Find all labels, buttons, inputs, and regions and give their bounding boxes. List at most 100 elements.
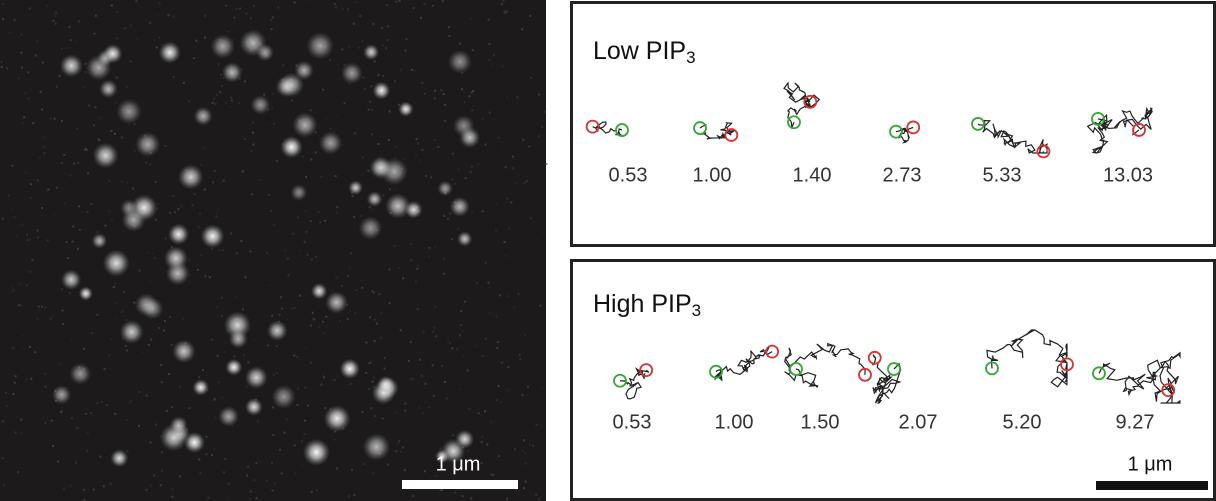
noise (354, 132, 356, 134)
noise (311, 259, 313, 261)
noise (91, 332, 93, 334)
noise (495, 229, 497, 231)
noise (279, 449, 281, 451)
noise (75, 427, 77, 429)
noise (110, 483, 112, 485)
noise (115, 302, 117, 304)
noise (269, 284, 271, 286)
noise (435, 335, 437, 337)
noise (312, 312, 314, 314)
noise (411, 378, 413, 380)
noise (224, 458, 226, 460)
noise (215, 215, 217, 217)
noise (245, 276, 247, 278)
noise (395, 1, 397, 3)
noise (502, 66, 504, 68)
noise (193, 57, 195, 59)
noise (216, 306, 218, 308)
noise (389, 111, 391, 113)
noise (288, 274, 290, 276)
noise (195, 40, 197, 42)
noise (29, 7, 31, 9)
noise (470, 171, 472, 173)
noise (23, 346, 25, 348)
noise (395, 412, 397, 414)
noise (87, 431, 89, 433)
noise (111, 5, 113, 7)
noise (382, 194, 384, 196)
noise (169, 316, 171, 318)
noise (371, 109, 373, 111)
noise (126, 182, 128, 184)
noise (71, 338, 73, 340)
noise (471, 211, 473, 213)
noise (324, 220, 326, 222)
noise (370, 209, 372, 211)
noise (271, 28, 273, 30)
spot (245, 398, 263, 416)
noise (542, 103, 544, 105)
noise (434, 306, 436, 308)
noise (44, 307, 46, 309)
noise (410, 259, 412, 261)
spot (110, 449, 128, 467)
trajectory-label: 0.53 (609, 164, 648, 186)
noise (472, 49, 474, 51)
noise (302, 156, 304, 158)
noise (77, 248, 79, 250)
noise (155, 219, 157, 221)
spot (306, 32, 334, 60)
noise (506, 96, 508, 98)
noise (332, 290, 334, 292)
noise (527, 386, 529, 388)
noise (496, 347, 498, 349)
noise (72, 226, 74, 228)
noise (114, 283, 116, 285)
noise (335, 276, 337, 278)
noise (323, 332, 325, 334)
noise (5, 392, 7, 394)
noise (147, 252, 149, 254)
title-subscript: 3 (686, 48, 695, 67)
noise (287, 258, 289, 260)
scale-bar-label: 1 μm (436, 453, 481, 475)
noise (150, 339, 152, 341)
noise (97, 231, 99, 233)
noise (433, 395, 435, 397)
noise (505, 166, 507, 168)
noise (454, 183, 456, 185)
noise (315, 256, 317, 258)
spot (79, 286, 93, 300)
noise (272, 434, 274, 436)
noise (122, 311, 124, 313)
noise (330, 128, 332, 130)
noise (370, 361, 372, 363)
noise (399, 0, 401, 2)
noise (63, 154, 65, 156)
noise (26, 234, 28, 236)
noise (311, 491, 313, 493)
noise (417, 308, 419, 310)
noise (522, 394, 524, 396)
noise (13, 393, 15, 395)
noise (199, 212, 201, 214)
noise (268, 124, 270, 126)
noise (156, 14, 158, 16)
noise (512, 167, 514, 169)
noise (188, 100, 190, 102)
spot (135, 132, 160, 157)
spot (303, 439, 330, 466)
noise (83, 489, 85, 491)
noise (290, 308, 292, 310)
noise (423, 3, 425, 5)
noise (443, 258, 445, 260)
noise (382, 418, 384, 420)
noise (159, 2, 161, 4)
noise (286, 419, 288, 421)
noise (515, 182, 517, 184)
noise (255, 462, 257, 464)
noise (153, 474, 155, 476)
noise (172, 195, 174, 197)
noise (272, 406, 274, 408)
noise (371, 133, 373, 135)
